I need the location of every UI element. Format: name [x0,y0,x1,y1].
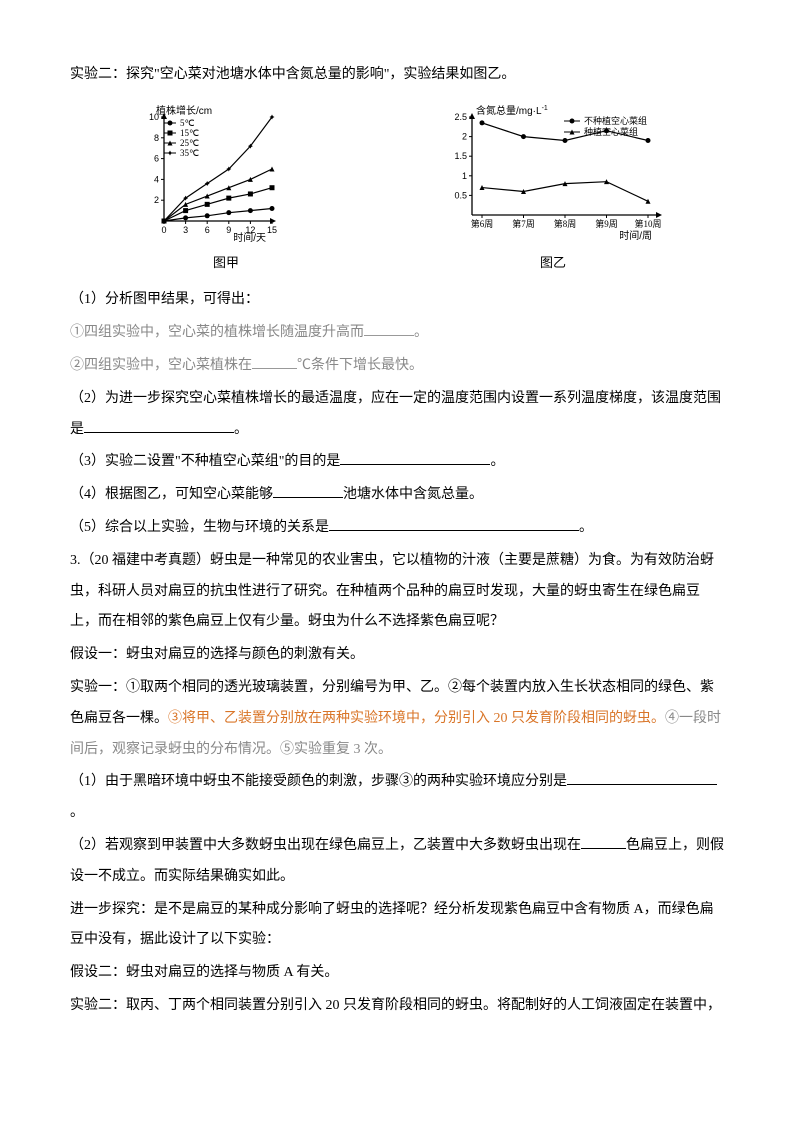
svg-text:35℃: 35℃ [180,148,199,158]
svg-text:1.5: 1.5 [454,151,467,161]
svg-text:第10周: 第10周 [634,218,661,229]
svg-text:9: 9 [226,225,231,235]
exp1-b-orange: ③将甲、乙装置分别放在两种实验环境中，分别引入 20 只发育阶段相同的蚜虫。 [168,711,665,726]
svg-text:第9周: 第9周 [595,218,618,229]
svg-text:2: 2 [462,131,467,141]
hyp1: 假设一：蚜虫对扁豆的选择与颜色的刺激有关。 [70,640,724,671]
exp2: 实验二：取丙、丁两个相同装置分别引入 20 只发育阶段相同的蚜虫。将配制好的人工… [70,991,724,1022]
svg-text:15℃: 15℃ [180,128,199,138]
chart-a: 植株增长/cm24681003691215时间/天5℃15℃25℃35℃ [126,103,326,243]
p3-q1-blank[interactable] [567,767,717,785]
svg-text:1: 1 [462,171,467,181]
q3-end: 。 [490,454,504,469]
q5: （5）综合以上实验，生物与环境的关系是 。 [70,513,724,544]
svg-text:10: 10 [149,112,159,122]
chart-b-wrap: 含氮总量/mg·L-1 0.5 1 1.5 2 2.5 第6周 第7周 第8周 第9周 第10周时间… [438,103,668,278]
q5-blank[interactable] [329,513,579,531]
chart-a-wrap: 植株增长/cm24681003691215时间/天5℃15℃25℃35℃ 图甲 [126,103,326,278]
svg-text:第6周: 第6周 [471,218,494,229]
svg-text:第8周: 第8周 [554,218,577,229]
svg-text:时间/天: 时间/天 [233,231,266,243]
svg-text:5℃: 5℃ [180,118,195,128]
svg-text:6: 6 [205,225,210,235]
svg-text:0: 0 [161,225,166,235]
q4-text: （4）根据图乙，可知空心菜能够 [70,487,273,502]
q1-2-blank[interactable] [252,351,297,369]
q3-blank[interactable] [340,447,490,465]
svg-text:6: 6 [154,153,159,163]
q1-1-end: 。 [414,325,428,340]
svg-text:2.5: 2.5 [454,112,467,122]
further: 进一步探究：是不是扁豆的某种成分影响了蚜虫的选择呢？经分析发现紫色扁豆中含有物质… [70,895,724,957]
q3-text: （3）实验二设置"不种植空心菜组"的目的是 [70,454,340,469]
q1: （1）分析图甲结果，可得出： [70,285,724,316]
svg-text:3: 3 [183,225,188,235]
chart-b: 含氮总量/mg·L-1 0.5 1 1.5 2 2.5 第6周 第7周 第8周 第9周 第10周时间… [438,103,668,243]
q4-blank[interactable] [273,480,343,498]
exp1: 实验一：①取两个相同的透光玻璃装置，分别编号为甲、乙。②每个装置内放入生长状态相… [70,673,724,765]
q4-end: 池塘水体中含氮总量。 [343,487,483,502]
svg-text:含氮总量/mg·L-1: 含氮总量/mg·L-1 [476,104,548,117]
svg-text:0.5: 0.5 [454,190,467,200]
p3-q1-end: 。 [70,805,84,820]
q1-2-text: ②四组实验中，空心菜植株在 [70,358,252,373]
q2-end: 。 [234,422,248,437]
q1-2-end: ℃条件下增长最快。 [297,358,423,373]
p3-q2: （2）若观察到甲装置中大多数蚜虫出现在绿色扁豆上，乙装置中大多数蚜虫出现在色扁豆… [70,831,724,893]
svg-text:不种植空心菜组: 不种植空心菜组 [584,115,647,126]
p3-intro: 3.（20 福建中考真题）蚜虫是一种常见的农业害虫，它以植物的汁液（主要是蔗糖）… [70,546,724,638]
p3-q1: （1）由于黑暗环境中蚜虫不能接受颜色的刺激，步骤③的两种实验环境应分别是。 [70,767,724,829]
p3-q1-text: （1）由于黑暗环境中蚜虫不能接受颜色的刺激，步骤③的两种实验环境应分别是 [70,774,567,789]
q3: （3）实验二设置"不种植空心菜组"的目的是 。 [70,447,724,478]
svg-text:种植空心菜组: 种植空心菜组 [584,126,638,137]
intro-text: 实验二：探究"空心菜对池塘水体中含氮总量的影响"，实验结果如图乙。 [70,60,724,91]
q1-1-blank[interactable] [364,318,414,336]
q5-text: （5）综合以上实验，生物与环境的关系是 [70,520,329,535]
svg-text:25℃: 25℃ [180,138,199,148]
svg-text:第7周: 第7周 [512,218,535,229]
hyp2: 假设二：蚜虫对扁豆的选择与物质 A 有关。 [70,958,724,989]
svg-text:时间/周: 时间/周 [619,229,652,242]
q1-1-text: ①四组实验中，空心菜的植株增长随温度升高而 [70,325,364,340]
chart-b-caption: 图乙 [540,249,566,278]
q1-1: ①四组实验中，空心菜的植株增长随温度升高而 。 [70,318,724,349]
p3-q2-text: （2）若观察到甲装置中大多数蚜虫出现在绿色扁豆上，乙装置中大多数蚜虫出现在 [70,838,581,853]
q5-end: 。 [579,520,593,535]
p3-q2-blank[interactable] [581,831,626,849]
charts-container: 植株增长/cm24681003691215时间/天5℃15℃25℃35℃ 图甲 … [70,103,724,278]
chart-a-caption: 图甲 [213,249,239,278]
q1-2: ②四组实验中，空心菜植株在 ℃条件下增长最快。 [70,351,724,382]
q2-blank[interactable] [84,415,234,433]
svg-text:15: 15 [267,225,277,235]
q2: （2）为进一步探究空心菜植株增长的最适温度，应在一定的温度范围内设置一系列温度梯… [70,384,724,446]
svg-text:4: 4 [154,174,159,184]
svg-text:8: 8 [154,133,159,143]
svg-text:2: 2 [154,195,159,205]
q4: （4）根据图乙，可知空心菜能够 池塘水体中含氮总量。 [70,480,724,511]
